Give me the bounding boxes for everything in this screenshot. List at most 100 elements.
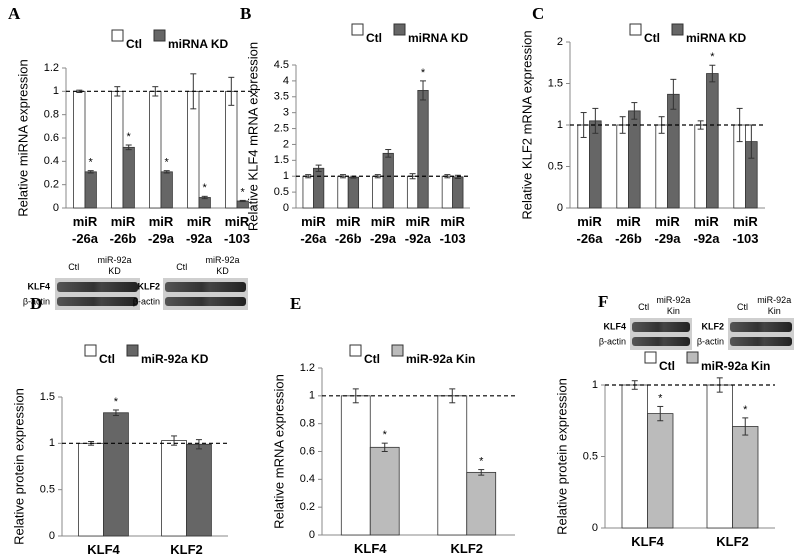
y-tick-label: 1.2 (44, 62, 59, 74)
significance: * (479, 455, 484, 467)
blot-lane: miR-92a Kin (656, 295, 690, 316)
x-tick-label: miR -103 (732, 214, 758, 246)
y-axis-label: Relative KLF4 mRNA expression (245, 42, 260, 231)
y-tick-label: 0.2 (300, 501, 315, 513)
bar (589, 120, 602, 209)
significance: * (127, 131, 132, 143)
y-tick-label: 4.5 (274, 59, 289, 71)
significance: * (114, 396, 119, 408)
x-tick-label: KLF2 (170, 542, 203, 557)
blot-lane: miR-92a KD (97, 255, 131, 276)
y-tick-label: 1 (557, 119, 563, 131)
x-tick-label: miR -92a (693, 214, 720, 246)
bar (340, 395, 371, 536)
blot-control: β-actin (133, 296, 160, 306)
y-tick-label: 1 (49, 437, 55, 449)
legend-label: Ctl (126, 37, 142, 51)
legend-swatch (349, 344, 362, 357)
y-tick-label: 0.8 (300, 418, 315, 430)
y-tick-label: 1.5 (40, 391, 55, 403)
bar (160, 171, 173, 209)
y-tick-label: 2.5 (274, 122, 289, 134)
x-tick-label: miR -103 (440, 214, 466, 246)
blot-band (632, 322, 690, 332)
panel-letter: F (598, 292, 608, 311)
x-tick-label: miR -26b (335, 214, 362, 246)
panel-letter: D (30, 294, 42, 313)
legend-swatch (84, 344, 97, 357)
blot-lane: miR-92a KD (205, 255, 239, 276)
legend-label: miRNA KD (168, 37, 229, 51)
x-tick-label: miR -26b (110, 214, 137, 246)
legend-swatch (351, 23, 364, 36)
legend-label: miRNA KD (686, 31, 747, 45)
x-tick-label: KLF4 (87, 542, 120, 557)
y-tick-label: 1.5 (548, 77, 563, 89)
x-tick-label: KLF2 (451, 541, 484, 556)
legend-label: miR-92a Kin (406, 352, 475, 366)
blot-lane: Ctl (68, 262, 79, 272)
y-tick-label: 0.5 (583, 450, 598, 462)
bar (616, 124, 629, 209)
bar (621, 384, 648, 529)
bar (441, 175, 454, 209)
bar (161, 440, 187, 537)
bar (655, 124, 668, 209)
y-axis-label: Relative protein expression (11, 388, 26, 545)
bar (706, 384, 733, 529)
bar (103, 412, 129, 537)
legend-swatch (393, 23, 406, 36)
bar (694, 124, 707, 209)
blot-protein: KLF4 (28, 281, 51, 291)
y-tick-label: 0.2 (44, 179, 59, 191)
y-tick-label: 0 (592, 522, 598, 534)
bar (369, 446, 400, 536)
bar (78, 442, 104, 537)
significance: * (203, 182, 208, 194)
bar (647, 413, 674, 529)
bar (732, 426, 759, 529)
panel-letter: E (290, 294, 301, 313)
y-tick-label: 3.5 (274, 91, 289, 103)
x-tick-label: miR -29a (654, 214, 681, 246)
blot-band (730, 322, 792, 332)
blot-band (165, 282, 246, 292)
legend-label: Ctl (364, 352, 380, 366)
legend-label: miRNA KD (408, 31, 469, 45)
bar (382, 152, 394, 209)
x-tick-label: miR -103 (224, 214, 250, 246)
legend-label: miR-92a Kin (701, 359, 770, 373)
y-tick-label: 1 (53, 85, 59, 97)
bar (452, 176, 464, 209)
y-tick-label: 0 (53, 202, 59, 214)
bar (122, 146, 135, 209)
significance: * (710, 51, 715, 63)
bar (417, 90, 429, 209)
y-tick-label: 0.5 (274, 186, 289, 198)
y-tick-label: 2 (557, 36, 563, 48)
significance: * (89, 157, 94, 169)
y-tick-label: 0.4 (44, 155, 59, 167)
y-tick-label: 0.6 (300, 445, 315, 457)
bar (84, 171, 97, 209)
bar (347, 176, 360, 209)
significance: * (421, 67, 426, 79)
y-axis-label: Relative protein expression (554, 378, 569, 535)
bar (302, 175, 314, 209)
significance: * (743, 404, 748, 416)
blot-control: β-actin (697, 336, 724, 346)
panel-letter: B (240, 4, 251, 23)
y-tick-label: 0 (309, 529, 315, 541)
y-tick-label: 1 (309, 390, 315, 402)
significance: * (241, 186, 246, 198)
legend-label: Ctl (366, 31, 382, 45)
legend-label: Ctl (644, 31, 660, 45)
bar (437, 395, 468, 536)
legend-swatch (153, 29, 166, 42)
x-tick-label: KLF2 (716, 534, 749, 549)
bar (667, 93, 680, 209)
legend-swatch (126, 344, 139, 357)
bar (111, 90, 124, 209)
y-tick-label: 2 (283, 138, 289, 150)
